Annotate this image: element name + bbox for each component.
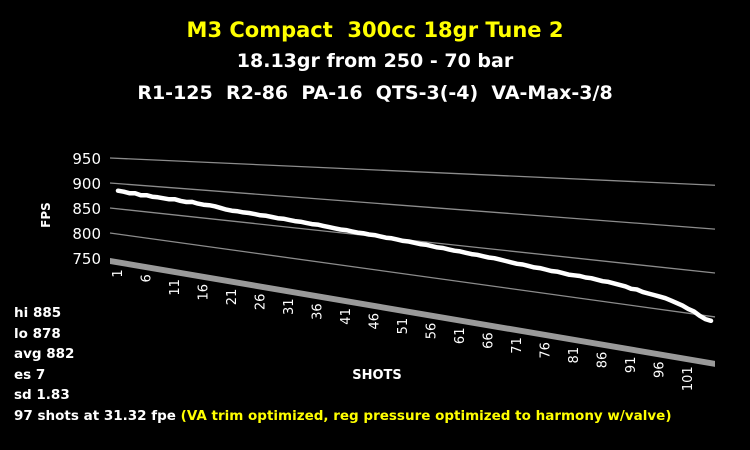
y-axis-ticks: 750 800 850 900 950 bbox=[72, 150, 101, 268]
floor-band bbox=[110, 258, 715, 367]
fps-series-line bbox=[115, 188, 714, 324]
x-tick-96: 96 bbox=[653, 361, 668, 378]
stat-avg: avg 882 bbox=[14, 346, 75, 362]
stat-shots: 97 shots at 31.32 fpe (VA trim optimized… bbox=[14, 406, 672, 427]
stat-hi: hi 885 bbox=[14, 305, 62, 321]
x-tick-41: 41 bbox=[339, 308, 354, 325]
grid-line-800 bbox=[109, 232, 716, 318]
x-axis-label: SHOTS bbox=[352, 368, 402, 383]
x-tick-71: 71 bbox=[510, 337, 525, 354]
x-tick-56: 56 bbox=[425, 323, 440, 340]
x-tick-81: 81 bbox=[567, 347, 582, 364]
y-tick-900: 900 bbox=[72, 175, 101, 193]
x-tick-46: 46 bbox=[368, 313, 383, 330]
grid-line-900 bbox=[109, 182, 716, 230]
stat-shots-count: 97 shots at 31.32 fpe bbox=[14, 407, 181, 424]
grid-lines bbox=[109, 157, 716, 318]
y-tick-850: 850 bbox=[72, 200, 101, 218]
x-tick-6: 6 bbox=[140, 274, 155, 282]
chart-subtitle-tune: R1-125 R2-86 PA-16 QTS-3(-4) VA-Max-3/8 bbox=[137, 82, 613, 104]
stat-shots-note: (VA trim optimized, reg pressure optimiz… bbox=[180, 407, 672, 424]
x-tick-76: 76 bbox=[539, 342, 554, 359]
stat-sd: sd 1.83 bbox=[14, 387, 70, 403]
grid-line-950 bbox=[109, 157, 716, 186]
x-tick-31: 31 bbox=[282, 298, 297, 315]
shot-statistics: hi 885 lo 878 avg 882 es 7 sd 1.83 97 sh… bbox=[14, 303, 672, 426]
x-tick-1: 1 bbox=[111, 269, 126, 277]
x-tick-26: 26 bbox=[254, 294, 269, 311]
x-tick-86: 86 bbox=[596, 352, 611, 369]
y-axis-label: FPS bbox=[39, 202, 53, 228]
chart-subtitle-load: 18.13gr from 250 - 70 bar bbox=[236, 50, 514, 72]
x-tick-11: 11 bbox=[168, 279, 183, 296]
x-tick-91: 91 bbox=[624, 357, 639, 374]
chart-floor bbox=[110, 258, 715, 367]
x-tick-66: 66 bbox=[482, 332, 497, 349]
y-tick-750: 750 bbox=[72, 250, 101, 268]
x-tick-51: 51 bbox=[396, 318, 411, 335]
x-tick-36: 36 bbox=[311, 303, 326, 320]
stat-lo: lo 878 bbox=[14, 325, 61, 342]
y-tick-950: 950 bbox=[72, 150, 101, 168]
y-tick-800: 800 bbox=[72, 225, 101, 243]
stat-es: es 7 bbox=[14, 366, 46, 383]
x-tick-61: 61 bbox=[453, 328, 468, 345]
x-tick-101: 101 bbox=[681, 366, 696, 391]
x-tick-21: 21 bbox=[225, 289, 240, 306]
x-tick-16: 16 bbox=[197, 284, 212, 301]
chart-title: M3 Compact 300cc 18gr Tune 2 bbox=[186, 18, 564, 42]
